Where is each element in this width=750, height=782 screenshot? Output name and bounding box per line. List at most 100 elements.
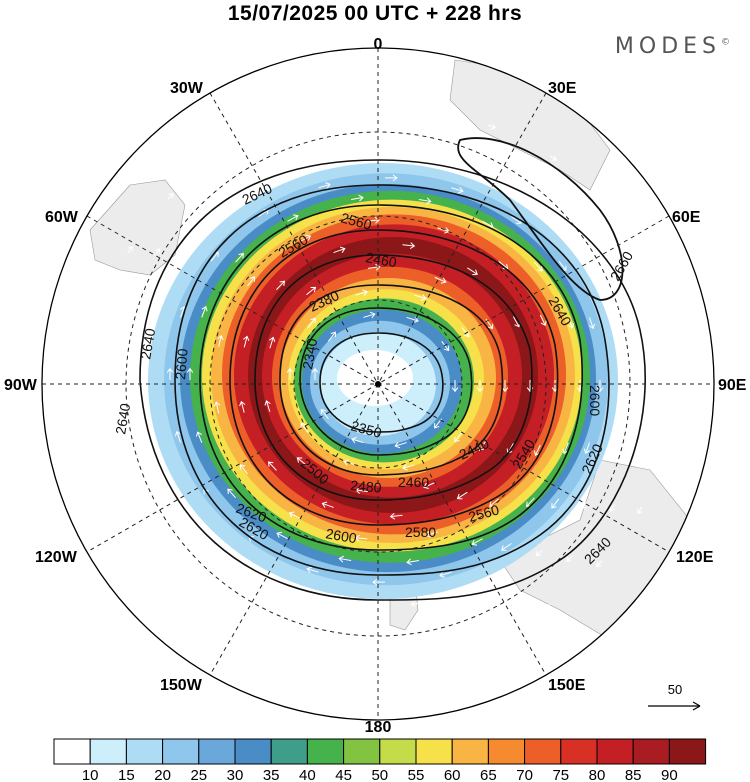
colorbar-swatch bbox=[162, 738, 200, 765]
contour-label: 2640 bbox=[137, 327, 158, 361]
colorbar-swatch bbox=[53, 738, 91, 765]
wind-vector-arrow bbox=[372, 578, 385, 586]
wind-vector-arrow bbox=[610, 443, 618, 452]
lon-label-30w: 30W bbox=[170, 80, 204, 97]
height-contours bbox=[139, 137, 647, 601]
lon-label-90e: 90E bbox=[718, 377, 747, 394]
contour-2600 bbox=[199, 204, 583, 551]
colorbar-label: 65 bbox=[480, 767, 497, 782]
wind-vector-arrow bbox=[167, 192, 174, 200]
wind-vector-arrow bbox=[355, 289, 368, 296]
wind-vector-arrow bbox=[411, 647, 421, 655]
contour-label: 2480 bbox=[350, 477, 383, 496]
wind-vector-arrow bbox=[389, 512, 403, 520]
colorbar-swatch bbox=[234, 738, 272, 765]
wind-vector-arrow bbox=[320, 408, 329, 419]
wind-vector-arrow bbox=[419, 153, 428, 161]
contour-label: 2350 bbox=[349, 417, 383, 441]
wind-vector-arrow bbox=[419, 106, 429, 114]
wind-vector-arrow bbox=[451, 186, 464, 194]
colorbar-swatch bbox=[379, 738, 417, 765]
wind-vector-arrow bbox=[267, 461, 277, 471]
wind-vector-arrow bbox=[349, 105, 359, 113]
colorbar-swatch bbox=[89, 738, 127, 765]
contour-label: 2460 bbox=[364, 249, 398, 270]
wind-vector-arrow bbox=[219, 150, 228, 157]
wind-vector-arrow bbox=[467, 267, 478, 276]
colorbar-swatch bbox=[415, 738, 453, 765]
wind-vector-arrow bbox=[478, 440, 487, 452]
wind-vector-arrow bbox=[338, 555, 352, 563]
wind-vector-arrow bbox=[566, 555, 573, 563]
wind-vector-arrow bbox=[636, 444, 643, 453]
lon-label-30e: 30E bbox=[548, 80, 577, 97]
wind-vector-arrow bbox=[243, 335, 250, 348]
lon-label-60e: 60E bbox=[672, 209, 701, 226]
colorbar-label: 50 bbox=[371, 767, 388, 782]
colorbar-label: 75 bbox=[552, 767, 569, 782]
wind-vector-arrow bbox=[123, 499, 130, 507]
contour-2340 bbox=[319, 332, 444, 433]
wind-vector-arrow bbox=[307, 317, 316, 328]
reference-arrow-head bbox=[692, 701, 701, 711]
wind-vector-arrow bbox=[341, 646, 351, 654]
wind-vector-arrow bbox=[276, 531, 288, 540]
lon-label-90w: 90W bbox=[4, 377, 38, 394]
wind-vector-arrow bbox=[402, 464, 415, 471]
wind-vector-arrow bbox=[451, 380, 459, 393]
wind-vector-arrow bbox=[367, 216, 380, 224]
colorbar-label: 70 bbox=[516, 767, 533, 782]
wind-vector-arrow bbox=[247, 276, 256, 287]
colorbar-label: 85 bbox=[625, 767, 642, 782]
contour-label: 2340 bbox=[299, 337, 320, 371]
wind-vector-arrow bbox=[476, 380, 484, 393]
wind-vector-arrow bbox=[178, 494, 184, 503]
wind-vector-arrow bbox=[212, 599, 221, 605]
wind-vector-arrow bbox=[551, 498, 560, 509]
wind-vector-arrow bbox=[166, 367, 174, 380]
wind-vector-arrow bbox=[613, 316, 620, 325]
contour-label: 2600 bbox=[587, 385, 603, 416]
wind-vector-arrow bbox=[406, 316, 419, 324]
wind-vector-arrow bbox=[306, 286, 317, 296]
colorbar-swatch bbox=[125, 738, 164, 765]
wind-vector-arrow bbox=[410, 600, 420, 608]
contour-2620 bbox=[174, 184, 610, 576]
wind-vector-arrow bbox=[154, 248, 161, 256]
colorbar-swatch bbox=[668, 738, 707, 765]
colorbar-swatch bbox=[596, 738, 634, 765]
wind-vector-arrow bbox=[414, 294, 427, 301]
colorbar-swatch bbox=[451, 738, 489, 765]
wind-vector-arrow bbox=[423, 482, 436, 489]
colorbar-swatch bbox=[270, 738, 308, 765]
wind-vector-arrow bbox=[174, 430, 182, 443]
globe-border bbox=[41, 47, 715, 721]
colorbar-label: 35 bbox=[263, 767, 280, 782]
wind-vector-arrow bbox=[539, 314, 547, 327]
contour-label: 2600 bbox=[172, 348, 191, 381]
contour-2500 bbox=[254, 254, 533, 501]
colorbar-label: 25 bbox=[190, 767, 207, 782]
colorbar-label: 40 bbox=[299, 767, 316, 782]
lon-label-150w: 150W bbox=[160, 677, 203, 694]
wind-vector-arrow bbox=[351, 436, 364, 444]
wind-vector-arrow bbox=[636, 506, 643, 515]
wind-vector-arrow bbox=[354, 534, 368, 542]
lon-label-120w: 120W bbox=[35, 549, 78, 566]
wind-vector-arrow bbox=[288, 511, 301, 519]
colorbar: 10 15 20 25 30 35 40 45 50 55 60 65 70 75 80 85 90 bbox=[53, 738, 707, 782]
wind-vector-arrow bbox=[517, 163, 526, 170]
wind-vector-arrow bbox=[533, 444, 541, 457]
wind-vector-arrow bbox=[385, 127, 394, 135]
wind-vector-arrow bbox=[662, 445, 669, 454]
wind-vector-arrow bbox=[300, 422, 309, 433]
wind-vector-arrow bbox=[406, 558, 419, 566]
wind-vector-arrow bbox=[127, 307, 134, 316]
contour-label: 2460 bbox=[398, 474, 429, 490]
wind-vector-arrow bbox=[476, 583, 485, 590]
wind-vector-arrow bbox=[116, 371, 124, 380]
wind-vector-arrow bbox=[541, 209, 549, 215]
colorbar-label: 30 bbox=[227, 767, 244, 782]
wind-vector-arrow bbox=[307, 616, 317, 623]
